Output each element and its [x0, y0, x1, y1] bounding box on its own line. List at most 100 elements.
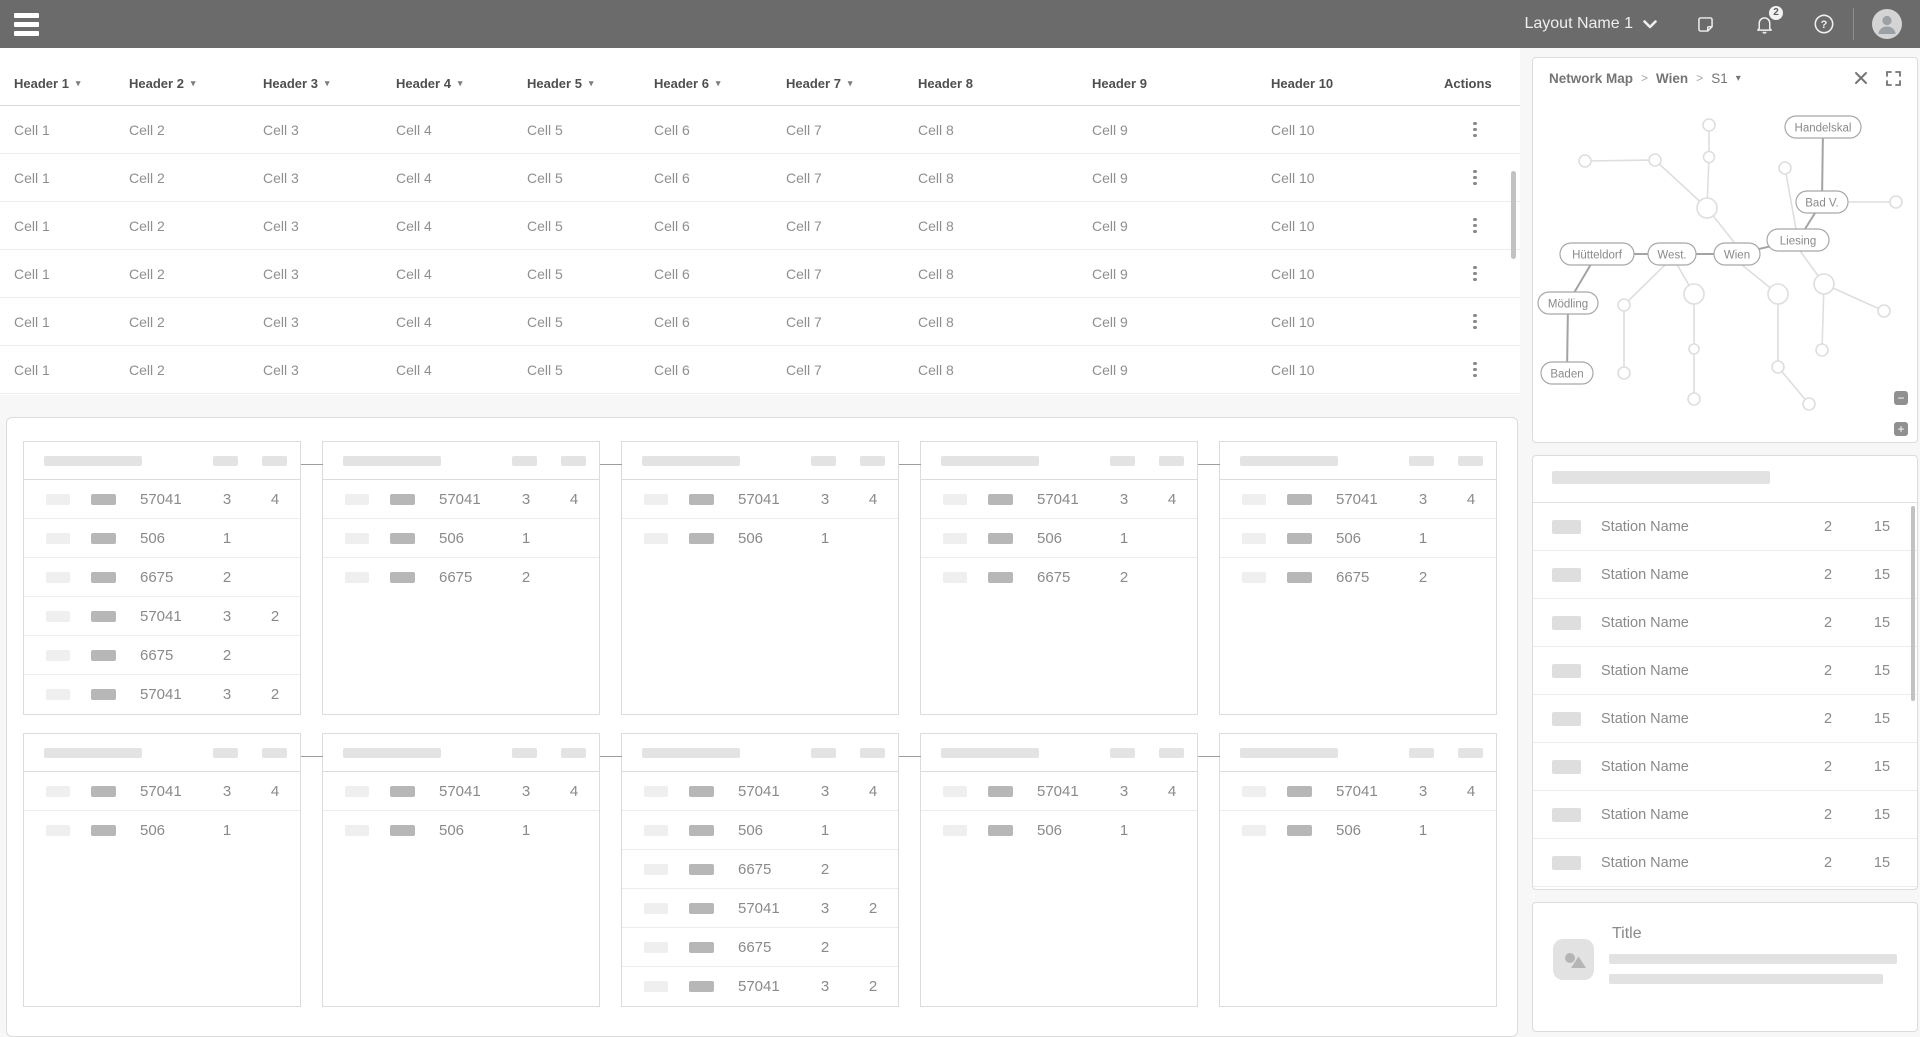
- row-actions-kebab-icon[interactable]: [1469, 214, 1481, 238]
- sort-dropdown-icon[interactable]: ▾: [588, 78, 594, 88]
- column-header[interactable]: Header 8 ▾: [918, 76, 1092, 91]
- table-scrollbar-thumb[interactable]: [1511, 171, 1516, 259]
- placeholder-bar: [943, 532, 967, 544]
- help-icon[interactable]: ?: [1813, 13, 1835, 35]
- column-header-label: Header 3: [263, 76, 318, 91]
- placeholder-bar: [390, 572, 415, 583]
- mini-table-card[interactable]: 57041 3 4 506 1: [600, 441, 899, 715]
- row-actions-kebab-icon[interactable]: [1469, 310, 1481, 334]
- column-header-label: Header 4: [396, 76, 451, 91]
- station-list-item[interactable]: Station Name 2 15: [1533, 599, 1917, 647]
- row-id-value: 57041: [140, 607, 182, 625]
- sort-dropdown-icon[interactable]: ▾: [457, 78, 463, 88]
- row-col2-value: 3: [820, 978, 830, 995]
- station-list-item[interactable]: Station Name 2 15: [1533, 503, 1917, 551]
- line-chip-placeholder: [1552, 855, 1581, 870]
- column-header[interactable]: Header 6 ▾: [654, 76, 786, 91]
- table-cell: Cell 9: [1092, 265, 1128, 282]
- mini-card-row: 57041 3 4: [921, 772, 1197, 811]
- station-pill[interactable]: Wien: [1713, 242, 1761, 266]
- note-icon[interactable]: [1695, 14, 1716, 35]
- line-dropdown-chevron-icon[interactable]: ▾: [1735, 72, 1741, 84]
- mini-table-card[interactable]: 57041 3 4 506 1 6675 2: [23, 441, 301, 715]
- mini-table-card[interactable]: 57041 3 4 506 1: [1198, 733, 1497, 1007]
- station-name: Station Name: [1601, 566, 1689, 583]
- row-col2-value: 2: [222, 646, 232, 664]
- table-cell: Cell 4: [396, 169, 432, 186]
- station-list-item[interactable]: Station Name 2 15: [1533, 647, 1917, 695]
- station-list-item[interactable]: Station Name 2 15: [1533, 839, 1917, 887]
- svg-text:Wien: Wien: [1724, 250, 1750, 262]
- row-actions-kebab-icon[interactable]: [1469, 262, 1481, 286]
- menu-icon[interactable]: [14, 12, 40, 36]
- network-map-panel: Network Map > Wien > S1 ▾: [1532, 57, 1918, 443]
- placeholder-bar: [860, 747, 885, 758]
- zoom-out-icon[interactable]: −: [1894, 391, 1908, 405]
- mini-card-row: 6675 2: [921, 558, 1197, 597]
- row-actions-kebab-icon[interactable]: [1469, 166, 1481, 190]
- station-pill[interactable]: Mödling: [1537, 291, 1599, 315]
- placeholder-bar: [689, 493, 714, 505]
- station-pill[interactable]: Hütteldorf: [1559, 242, 1635, 266]
- breadcrumb-wien[interactable]: Wien: [1656, 70, 1689, 86]
- placeholder-bar: [644, 981, 668, 992]
- close-icon[interactable]: [1854, 71, 1868, 85]
- placeholder-bar: [91, 493, 116, 505]
- mini-table-card[interactable]: 57041 3 4 506 1 6675 2: [301, 441, 600, 715]
- row-col2-value: 3: [820, 782, 830, 800]
- row-col3-value: 2: [868, 978, 878, 995]
- column-header[interactable]: Header 9 ▾: [1092, 76, 1271, 91]
- station-pill[interactable]: Baden: [1540, 361, 1594, 385]
- column-header[interactable]: Header 3 ▾: [263, 76, 396, 91]
- placeholder-bar: [390, 493, 415, 505]
- sort-dropdown-icon[interactable]: ▾: [847, 78, 853, 88]
- station-list-item[interactable]: Station Name 2 15: [1533, 791, 1917, 839]
- column-header[interactable]: Header 2 ▾: [129, 76, 263, 91]
- mini-table-card[interactable]: 57041 3 4 506 1 6675 2: [600, 733, 899, 1007]
- breadcrumb-line[interactable]: S1: [1711, 70, 1728, 86]
- network-map-canvas[interactable]: Handelskal Bad V. Liesing Wien West. Hüt…: [1533, 98, 1919, 428]
- station-list-item[interactable]: Station Name 2 15: [1533, 551, 1917, 599]
- station-list-scrollbar-thumb[interactable]: [1911, 506, 1915, 701]
- row-col3-value: 2: [868, 899, 878, 917]
- station-col1-value: 2: [1823, 614, 1833, 631]
- table-cell: Cell 7: [786, 265, 822, 282]
- row-actions-kebab-icon[interactable]: [1469, 118, 1481, 142]
- mini-table-card[interactable]: 57041 3 4 506 1 6675 2: [899, 441, 1198, 715]
- svg-text:Liesing: Liesing: [1780, 236, 1816, 248]
- sort-dropdown-icon[interactable]: ▾: [324, 78, 330, 88]
- station-pill[interactable]: Bad V.: [1795, 190, 1849, 214]
- column-header[interactable]: Header 4 ▾: [396, 76, 527, 91]
- zoom-in-icon[interactable]: +: [1894, 422, 1908, 436]
- column-header[interactable]: Header 10 ▾: [1271, 76, 1444, 91]
- placeholder-bar: [343, 747, 441, 758]
- column-header[interactable]: Header 1 ▾: [0, 76, 129, 91]
- station-list-item[interactable]: Station Name 2 15: [1533, 695, 1917, 743]
- sort-dropdown-icon[interactable]: ▾: [715, 78, 721, 88]
- sort-dropdown-icon[interactable]: ▾: [190, 78, 196, 88]
- station-pill[interactable]: Handelskal: [1784, 115, 1862, 139]
- mini-table-card[interactable]: 57041 3 4 506 1: [23, 733, 301, 1007]
- row-col2-value: 3: [1119, 490, 1129, 508]
- breadcrumb-network-map[interactable]: Network Map: [1549, 70, 1634, 86]
- mini-table-card[interactable]: 57041 3 4 506 1: [301, 733, 600, 1007]
- row-actions-kebab-icon[interactable]: [1469, 358, 1481, 382]
- layout-selector[interactable]: Layout Name 1: [1524, 15, 1657, 33]
- column-header[interactable]: Header 7 ▾: [786, 76, 918, 91]
- mini-table-card[interactable]: 57041 3 4 506 1: [899, 733, 1198, 1007]
- mini-card-row: 6675 2: [622, 928, 898, 967]
- station-list-panel: Station Name 2 15 Station Name 2 15 Stat…: [1532, 455, 1918, 890]
- station-name: Station Name: [1601, 662, 1689, 679]
- row-id-value: 57041: [738, 899, 780, 917]
- station-pill[interactable]: West.: [1647, 242, 1697, 266]
- row-col2-value: 1: [222, 822, 232, 839]
- fullscreen-icon[interactable]: [1886, 70, 1901, 86]
- bell-icon[interactable]: 2: [1754, 6, 1783, 35]
- table-cell: Cell 5: [527, 313, 563, 330]
- column-header[interactable]: Header 5 ▾: [527, 76, 654, 91]
- station-list-item[interactable]: Station Name 2 15: [1533, 743, 1917, 791]
- mini-table-card[interactable]: 57041 3 4 506 1 6675 2: [1198, 441, 1497, 715]
- station-pill[interactable]: Liesing: [1766, 228, 1830, 252]
- sort-dropdown-icon[interactable]: ▾: [75, 78, 81, 88]
- avatar[interactable]: [1872, 9, 1902, 39]
